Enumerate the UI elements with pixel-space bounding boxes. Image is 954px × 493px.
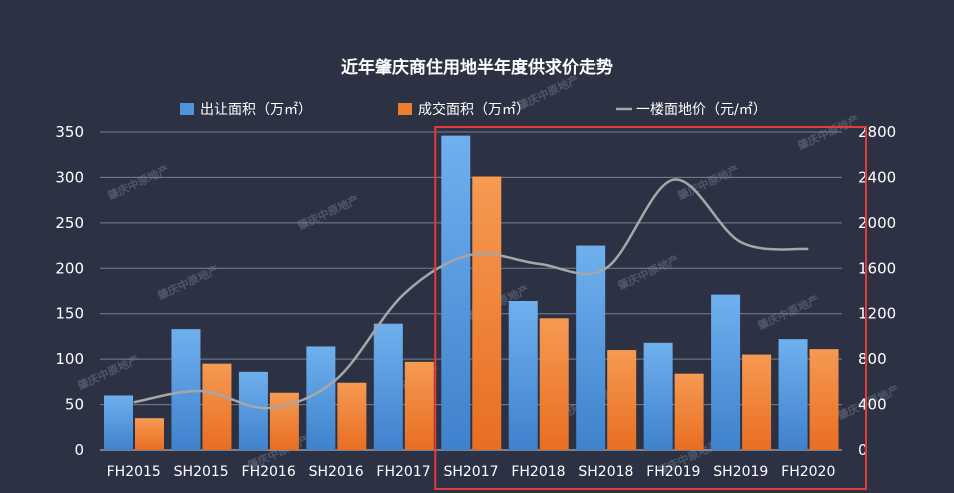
left-axis-tick: 350 [55,123,84,141]
right-axis-tick: 2000 [858,214,896,232]
x-axis-tick: SH2019 [713,464,768,480]
chart-title: 近年肇庆商住用地半年度供求价走势 [341,57,613,78]
x-axis-tick: FH2015 [107,464,161,480]
x-axis-tick: FH2019 [646,464,700,480]
bar-transaction [809,349,839,450]
axis-labels: 0 50 100 150 200 250 300 350 0 400 800 1200 1600 2000… [55,123,896,480]
x-axis-tick: SH2017 [443,464,498,480]
watermark-text: 肇庆中原地产 [794,112,861,153]
x-axis-tick: FH2020 [781,464,835,480]
watermark-text: 肇庆中原地产 [614,252,681,293]
left-axis-tick: 100 [55,350,84,368]
bar-supply [778,339,808,450]
legend-label: 出让面积（万㎡） [200,102,312,118]
bar-supply [508,300,538,450]
bar-transaction [202,363,232,450]
x-axis-tick: FH2017 [376,464,430,480]
watermark-text: 肇庆中原地产 [74,352,141,393]
x-axis-tick: FH2018 [511,464,565,480]
bar-supply [238,371,268,450]
x-axis-tick: SH2016 [309,464,364,480]
left-axis-tick: 300 [55,168,84,186]
left-axis-tick: 200 [55,259,84,277]
bar-supply [306,346,336,450]
bar-supply [441,135,471,451]
right-axis-tick: 1200 [858,305,896,323]
bar-transaction [539,318,569,450]
left-axis-tick: 250 [55,214,84,232]
left-axis-tick: 150 [55,305,84,323]
legend-label: 成交面积（万㎡） [418,101,530,118]
bar-transaction [607,350,637,450]
right-axis-tick: 1600 [858,259,896,277]
watermark-text: 肇庆中原地产 [294,192,361,233]
watermark-text: 肇庆中原地产 [104,162,171,203]
bar-transaction [135,418,164,450]
bar-supply [171,329,201,450]
bar-transaction [404,361,434,450]
right-axis-tick: 400 [858,396,887,414]
x-axis-tick: FH2016 [242,464,296,480]
bar-supply [576,245,606,450]
bar-supply [104,395,133,450]
bar-transaction [742,354,772,450]
right-axis-tick: 2400 [858,168,896,186]
bar-marks [104,135,839,451]
right-axis-tick: 800 [858,350,887,368]
legend-label: 一楼面地价（元/㎡） [636,102,767,118]
highlight-box [434,126,867,490]
bar-supply [643,342,673,450]
bar-transaction [337,382,367,450]
left-axis-tick: 50 [65,396,84,414]
right-axis-tick: 0 [858,441,868,459]
bar-transaction [269,392,299,450]
x-axis-tick: SH2015 [174,464,229,480]
line-marks [133,178,809,410]
bar-supply [373,323,403,450]
line-land-price [133,178,809,410]
bar-transaction [674,373,704,450]
watermark-text: 肇庆中原地产 [754,292,821,333]
x-axis-tick: SH2018 [578,464,633,480]
bar-supply [711,294,741,450]
bar-transaction [472,176,502,450]
legend-swatch [180,103,194,115]
legend-swatch [398,103,412,115]
left-axis-tick: 0 [74,441,84,459]
right-axis-tick: 2800 [858,123,896,141]
legend: 出让面积（万㎡） 成交面积（万㎡） 一楼面地价（元/㎡） [180,101,767,118]
